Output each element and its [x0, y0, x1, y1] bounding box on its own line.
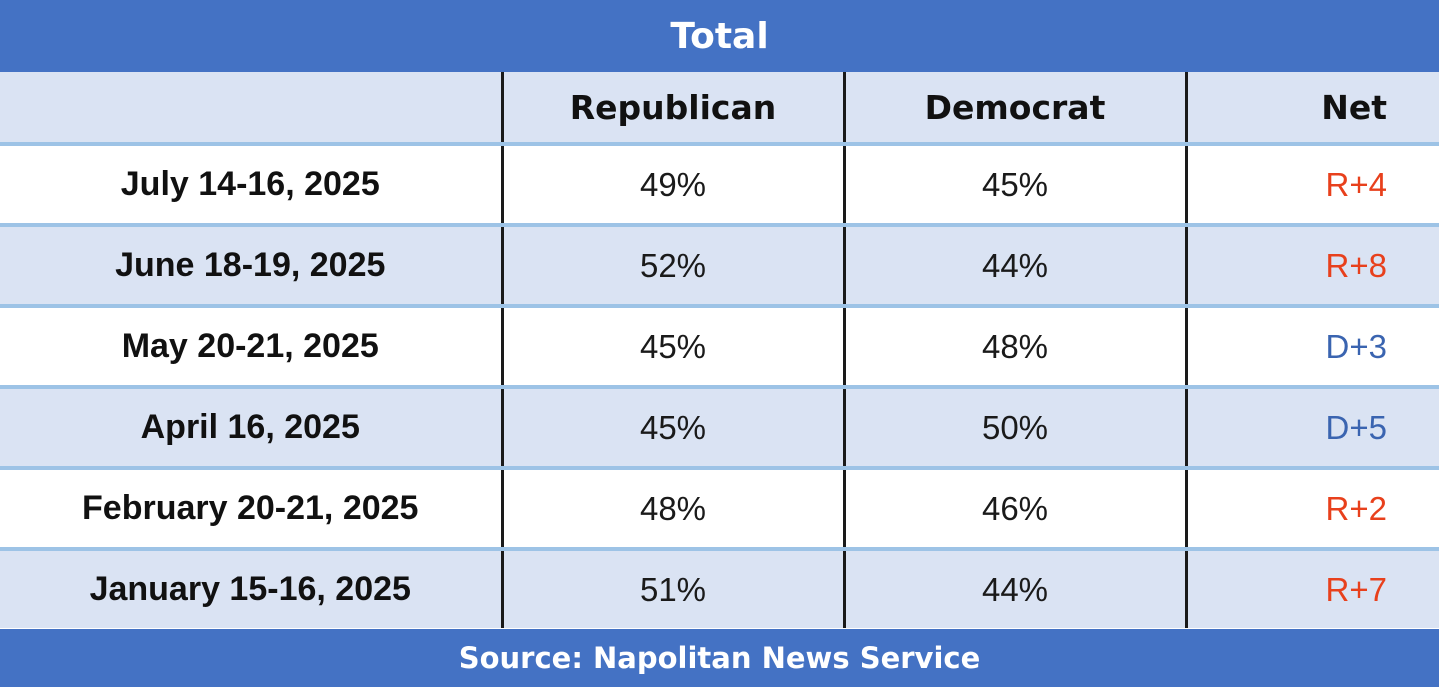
- date-cell: June 18-19, 2025: [0, 225, 502, 308]
- date-cell: January 15-16, 2025: [0, 549, 502, 628]
- net-cell: R+2: [1184, 468, 1439, 551]
- republican-cell: 51%: [500, 549, 844, 628]
- republican-cell: 49%: [500, 144, 844, 227]
- democrat-cell: 46%: [842, 468, 1186, 551]
- header-date: [0, 72, 502, 146]
- header-net: Net: [1184, 72, 1439, 146]
- net-cell: R+7: [1184, 549, 1439, 628]
- date-cell: May 20-21, 2025: [0, 306, 502, 389]
- democrat-cell: 48%: [842, 306, 1186, 389]
- republican-cell: 48%: [500, 468, 844, 551]
- table-row: April 16, 2025 45% 50% D+5: [0, 387, 1439, 470]
- table-row: February 20-21, 2025 48% 46% R+2: [0, 468, 1439, 551]
- democrat-cell: 50%: [842, 387, 1186, 470]
- table-row: July 14-16, 2025 49% 45% R+4: [0, 144, 1439, 227]
- source-footer: Source: Napolitan News Service: [0, 629, 1439, 687]
- table-row: June 18-19, 2025 52% 44% R+8: [0, 225, 1439, 308]
- net-cell: D+3: [1184, 306, 1439, 389]
- republican-cell: 52%: [500, 225, 844, 308]
- table-title: Total: [0, 0, 1439, 72]
- table-row: May 20-21, 2025 45% 48% D+3: [0, 306, 1439, 389]
- poll-table: Republican Democrat Net July 14-16, 2025…: [0, 72, 1439, 628]
- header-democrat: Democrat: [842, 72, 1186, 146]
- democrat-cell: 44%: [842, 225, 1186, 308]
- date-cell: February 20-21, 2025: [0, 468, 502, 551]
- net-cell: R+8: [1184, 225, 1439, 308]
- democrat-cell: 45%: [842, 144, 1186, 227]
- date-cell: April 16, 2025: [0, 387, 502, 470]
- net-cell: D+5: [1184, 387, 1439, 470]
- date-cell: July 14-16, 2025: [0, 144, 502, 227]
- democrat-cell: 44%: [842, 549, 1186, 628]
- net-cell: R+4: [1184, 144, 1439, 227]
- republican-cell: 45%: [500, 387, 844, 470]
- table-row: January 15-16, 2025 51% 44% R+7: [0, 549, 1439, 628]
- header-row: Republican Democrat Net: [0, 72, 1439, 146]
- republican-cell: 45%: [500, 306, 844, 389]
- header-republican: Republican: [500, 72, 844, 146]
- table-body: July 14-16, 2025 49% 45% R+4 June 18-19, 202…: [0, 144, 1439, 628]
